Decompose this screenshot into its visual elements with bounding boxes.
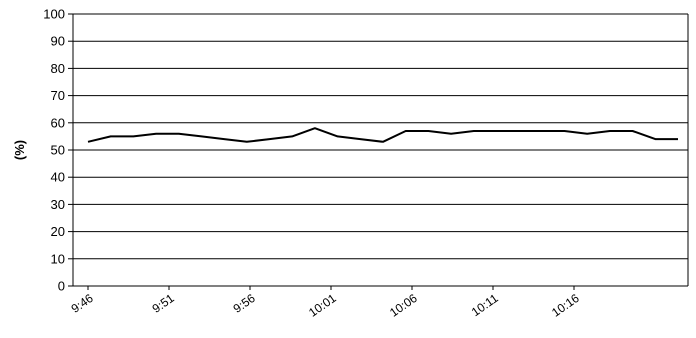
- y-tick-label: 30: [51, 197, 65, 212]
- tick-labels: 0 10 20 30 40 50 60 70 80 90 100 9:46 9:51 9:56 10:01 1…: [43, 7, 582, 320]
- y-tick-label: 40: [51, 170, 65, 185]
- y-axis-label: (%): [12, 140, 27, 160]
- y-tick-label: 50: [51, 143, 65, 158]
- series-line: [88, 128, 678, 142]
- series: [88, 128, 678, 142]
- y-tick-label: 70: [51, 88, 65, 103]
- x-tick-label: 9:51: [150, 291, 177, 316]
- y-tick-label: 10: [51, 251, 65, 266]
- y-tick-label: 20: [51, 224, 65, 239]
- y-tick-label: 90: [51, 34, 65, 49]
- y-tick-label: 80: [51, 61, 65, 76]
- axes: [68, 14, 688, 290]
- x-tick-label: 9:56: [231, 291, 258, 316]
- x-tick-label: 10:16: [549, 291, 582, 320]
- y-tick-label: 100: [43, 7, 65, 22]
- y-tick-label: 0: [58, 279, 65, 294]
- x-tick-label: 10:01: [306, 291, 339, 320]
- y-tick-label: 60: [51, 115, 65, 130]
- x-tick-label: 10:11: [469, 291, 501, 319]
- gridlines: [73, 14, 688, 286]
- x-tick-label: 9:46: [69, 291, 96, 316]
- x-tick-label: 10:06: [387, 291, 420, 320]
